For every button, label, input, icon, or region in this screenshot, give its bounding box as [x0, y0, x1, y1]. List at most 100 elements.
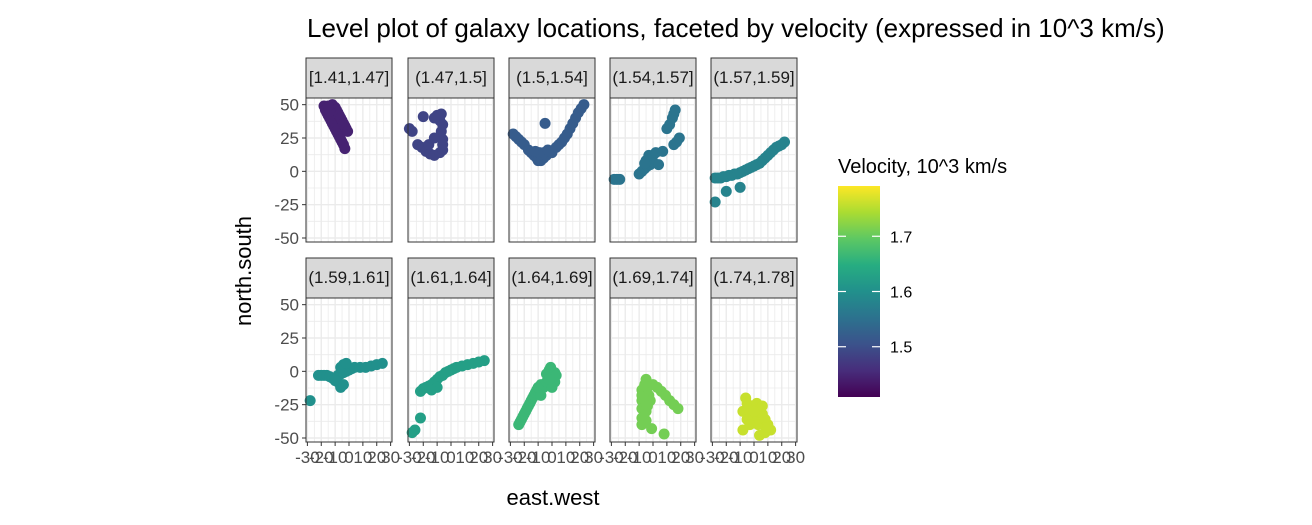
- data-point: [720, 185, 732, 197]
- data-point: [657, 145, 669, 157]
- facet-strip: [407, 257, 495, 299]
- x-tick-label: 0: [648, 448, 657, 467]
- x-tick-label: -30: [498, 448, 523, 467]
- x-tick-label: 20: [671, 448, 690, 467]
- facet-panel: (1.57,1.59]: [709, 57, 798, 243]
- data-point: [734, 181, 746, 193]
- y-tick-label: 25: [280, 329, 299, 348]
- x-tick-label: 10: [556, 448, 575, 467]
- data-point: [672, 403, 684, 415]
- x-tick-label: 30: [786, 448, 805, 467]
- data-point: [426, 384, 438, 396]
- facet-strip-label: (1.69,1.74]: [612, 268, 693, 287]
- data-point: [762, 421, 774, 433]
- y-tick-label: 50: [280, 96, 299, 115]
- facet-strip: [710, 57, 798, 99]
- x-tick-label: 10: [455, 448, 474, 467]
- data-point: [646, 423, 658, 435]
- y-tick-label: 25: [280, 129, 299, 148]
- panel-border: [407, 97, 495, 243]
- data-point: [539, 117, 551, 129]
- data-point: [428, 112, 440, 124]
- x-tick-label: -30: [397, 448, 422, 467]
- x-tick-label: 10: [758, 448, 777, 467]
- facet-panel: (1.54,1.57]: [608, 57, 697, 243]
- panel-border: [508, 97, 596, 243]
- facet-strip: [609, 257, 697, 299]
- x-tick-label: -10: [627, 448, 652, 467]
- x-tick-label: 10: [353, 448, 372, 467]
- data-point: [709, 196, 721, 208]
- facet-strip-label: (1.47,1.5]: [415, 68, 487, 87]
- data-point: [342, 125, 354, 137]
- facet-panel: [1.41,1.47] -50 -25 0 25 50: [274, 57, 393, 248]
- data-point: [337, 379, 349, 391]
- data-point: [639, 157, 651, 169]
- x-tick-label: -10: [425, 448, 450, 467]
- x-axis-label: east.west: [507, 485, 600, 510]
- panel-border: [305, 97, 393, 243]
- x-tick-label: -20: [411, 448, 436, 467]
- x-tick-label: -30: [599, 448, 624, 467]
- colorbar-tick-label: 1.6: [890, 285, 912, 302]
- y-axis-label: north.south: [231, 216, 256, 326]
- data-point: [640, 415, 652, 427]
- facet-strip: [508, 257, 596, 299]
- colorbar-tick-label: 1.7: [890, 229, 912, 246]
- data-point: [414, 412, 426, 424]
- facet-strip-label: (1.59,1.61]: [308, 268, 389, 287]
- x-tick-label: -10: [526, 448, 551, 467]
- x-tick-label: -30: [700, 448, 725, 467]
- facet-strip: [305, 57, 393, 99]
- data-point: [748, 405, 760, 417]
- x-tick-label: 30: [685, 448, 704, 467]
- x-tick-label: 0: [749, 448, 758, 467]
- facet-strip-label: [1.41,1.47]: [309, 68, 389, 87]
- chart-title: Level plot of galaxy locations, faceted …: [307, 13, 1165, 43]
- x-tick-label: -20: [613, 448, 638, 467]
- facet-strip-label: (1.5,1.54]: [516, 68, 588, 87]
- data-point: [339, 143, 351, 155]
- x-tick-label: -10: [323, 448, 348, 467]
- panel-border: [609, 97, 697, 243]
- data-point: [744, 419, 756, 431]
- facet-strip: [407, 57, 495, 99]
- data-point: [543, 373, 555, 385]
- data-point: [535, 389, 547, 401]
- facet-strip: [609, 57, 697, 99]
- facet-panel: (1.47,1.5]: [403, 57, 495, 243]
- x-tick-label: -30: [295, 448, 320, 467]
- x-tick-label: 10: [657, 448, 676, 467]
- data-point: [756, 400, 768, 412]
- data-point: [578, 99, 590, 111]
- x-tick-label: 0: [547, 448, 556, 467]
- facets-layer: [1.41,1.47] -50 -25 0 25 50 (1.47,1.5] (1.5,1.5…: [274, 57, 805, 467]
- data-point: [428, 132, 440, 144]
- x-tick-label: 20: [570, 448, 589, 467]
- x-tick-label: -20: [309, 448, 334, 467]
- data-point: [322, 100, 334, 112]
- x-tick-label: -20: [714, 448, 739, 467]
- facet-strip-label: (1.57,1.59]: [713, 68, 794, 87]
- data-point: [417, 111, 429, 123]
- x-tick-label: 30: [584, 448, 603, 467]
- facet-strip-label: (1.54,1.57]: [612, 68, 693, 87]
- data-point: [779, 136, 791, 148]
- x-tick-label: -20: [512, 448, 537, 467]
- data-point: [329, 375, 341, 387]
- x-tick-label: 20: [367, 448, 386, 467]
- x-tick-label: 20: [469, 448, 488, 467]
- data-point: [658, 428, 670, 440]
- x-tick-label: 30: [483, 448, 502, 467]
- data-point: [653, 159, 665, 171]
- facet-strip-label: (1.61,1.64]: [410, 268, 491, 287]
- panel-border: [710, 97, 798, 243]
- y-tick-label: 0: [290, 362, 299, 381]
- x-tick-label: 0: [344, 448, 353, 467]
- colorbar-tick-label: 1.5: [890, 340, 912, 357]
